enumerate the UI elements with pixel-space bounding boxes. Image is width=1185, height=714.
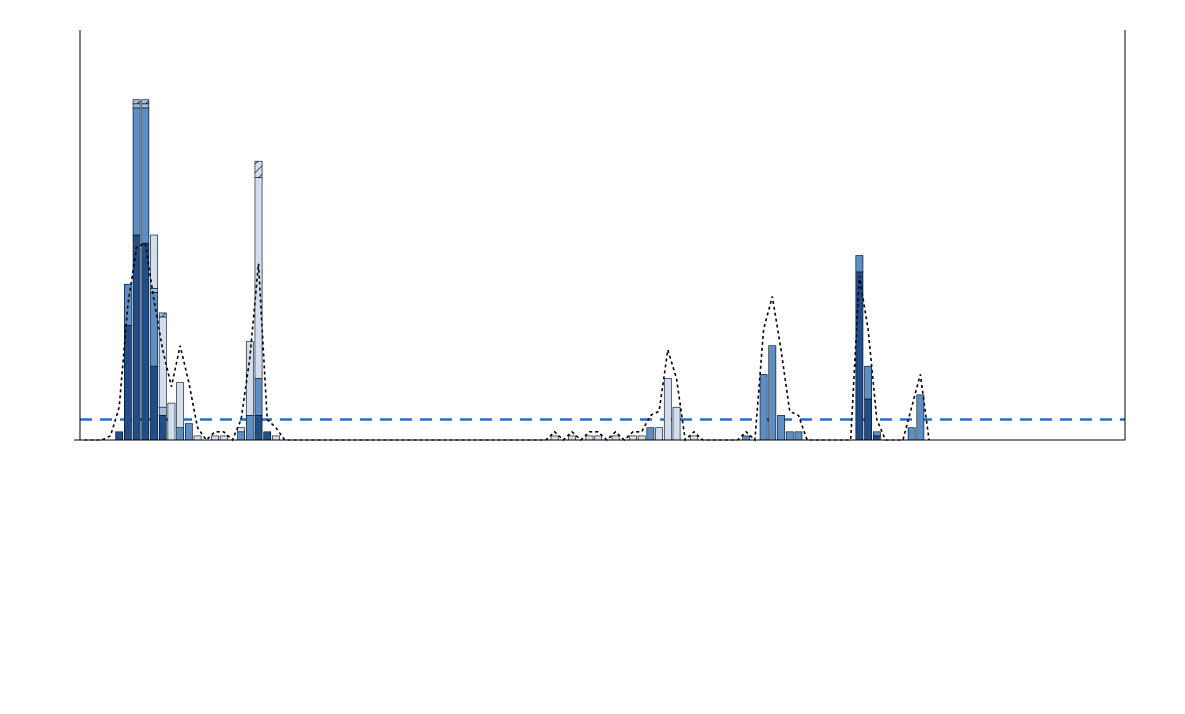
- bar-segment: [856, 256, 863, 272]
- bar-segment: [194, 436, 201, 440]
- bar-segment: [690, 436, 697, 440]
- bar-segment: [664, 379, 671, 441]
- bar-segment: [908, 428, 915, 440]
- bar-segment: [142, 104, 149, 108]
- bar-segment: [638, 436, 645, 440]
- bar-segment: [786, 432, 793, 440]
- bar-segment: [873, 436, 880, 440]
- bar-segment: [856, 272, 863, 440]
- bar-segment: [656, 428, 663, 440]
- bar-segment: [159, 313, 166, 317]
- bar-segment: [760, 374, 767, 440]
- bar-segment: [150, 288, 157, 292]
- plot-area: [80, 30, 1125, 440]
- bar-segment: [133, 108, 140, 235]
- bar-segment: [220, 436, 227, 440]
- bar-segment: [865, 399, 872, 440]
- bar-segment: [743, 436, 750, 440]
- bar-segment: [255, 178, 262, 379]
- bar-segment: [795, 432, 802, 440]
- bar-segment: [142, 243, 149, 440]
- bar-segment: [177, 428, 184, 440]
- bar-segment: [647, 428, 654, 440]
- bar-segment: [255, 379, 262, 416]
- bar-segment: [865, 366, 872, 399]
- bar-segment: [246, 415, 253, 440]
- bar-segment: [177, 383, 184, 428]
- bar-segment: [568, 436, 575, 440]
- bar-segment: [255, 415, 262, 440]
- bar-segment: [272, 436, 279, 440]
- bar-segment: [255, 161, 262, 177]
- bar-segment: [133, 104, 140, 108]
- bar-segment: [159, 415, 166, 440]
- bar-segment: [142, 100, 149, 104]
- bar-segment: [769, 346, 776, 440]
- bar-segment: [264, 432, 271, 440]
- bar-segment: [551, 436, 558, 440]
- bar-segment: [133, 100, 140, 104]
- bar-segment: [159, 407, 166, 415]
- bar-segment: [211, 436, 218, 440]
- bar-segment: [116, 432, 123, 440]
- bar-segment: [629, 436, 636, 440]
- bar-segment: [595, 436, 602, 440]
- bar-segment: [612, 436, 619, 440]
- bar-segment: [168, 403, 175, 440]
- bar-segment: [185, 424, 192, 440]
- bar-segment: [673, 407, 680, 440]
- bar-segment: [238, 432, 245, 440]
- bar-segment: [777, 415, 784, 440]
- bar-segment: [917, 395, 924, 440]
- bar-segment: [873, 432, 880, 436]
- influenza-chart: [10, 10, 1185, 704]
- bar-segment: [142, 108, 149, 243]
- bar-segment: [150, 366, 157, 440]
- bar-segment: [238, 428, 245, 432]
- bar-segment: [586, 436, 593, 440]
